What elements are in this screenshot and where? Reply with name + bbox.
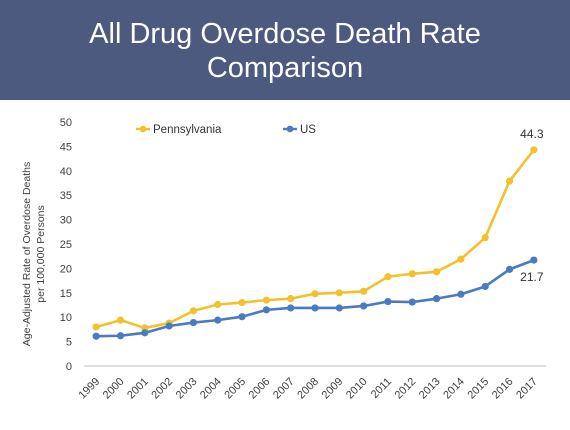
legend-swatch-marker [286, 125, 294, 133]
x-tick-label: 2002 [149, 376, 175, 402]
data-point [165, 322, 173, 330]
x-tick-label: 2015 [466, 376, 492, 402]
y-axis-label: per 100,000 Persons [35, 205, 47, 302]
data-point [311, 304, 319, 312]
data-point [189, 307, 198, 315]
data-point [432, 295, 441, 303]
data-point [384, 297, 392, 306]
data-point [214, 300, 222, 309]
x-tick-label: 2005 [222, 376, 248, 402]
line-chart: 0 5 10 15 20 25 30 35 40 45 50 19992000200120022003… [21, 117, 546, 402]
data-point [335, 289, 343, 297]
data-point [481, 234, 489, 242]
legend-swatch-marker [139, 125, 147, 133]
y-axis-label: Age-Adjusted Rate of Overdose Deaths [21, 162, 33, 346]
data-point [262, 306, 270, 314]
data-point [287, 304, 295, 312]
slide-title-line-2: Comparison [206, 52, 364, 84]
data-point [360, 287, 368, 295]
x-tick-label: 2012 [393, 376, 419, 402]
x-tick-label: 2000 [101, 376, 127, 402]
data-point [530, 256, 538, 264]
data-point [92, 323, 100, 331]
x-tick-label: 2013 [417, 376, 443, 402]
x-tick-label: 2011 [369, 376, 394, 401]
data-point [141, 329, 149, 337]
data-point [116, 332, 125, 340]
x-tick-label: 2008 [295, 376, 321, 402]
data-point [432, 268, 441, 276]
x-tick-label: 2009 [320, 376, 346, 402]
x-tick-label: 2016 [490, 376, 516, 402]
data-point [335, 304, 343, 312]
data-point [116, 316, 125, 324]
x-tick-label: 2001 [125, 376, 151, 402]
x-tick-label: 2003 [174, 376, 200, 402]
y-tick-label: 35 [60, 190, 72, 202]
data-point [214, 316, 222, 324]
data-point [505, 177, 514, 185]
data-point [384, 273, 392, 281]
data-point [360, 302, 368, 310]
y-tick-label: 15 [60, 288, 72, 300]
data-point [481, 282, 489, 291]
x-tick-label: 2004 [198, 376, 224, 402]
slide-title: All Drug Overdose Death Rate Comparison [0, 17, 570, 85]
x-tick-label: 2017 [514, 376, 540, 402]
data-point [457, 290, 465, 298]
data-point [287, 295, 295, 303]
y-tick-label: 10 [60, 312, 72, 324]
x-tick-label: 1999 [76, 376, 102, 402]
series-line-pennsylvania [94, 148, 536, 330]
data-point [505, 265, 514, 273]
y-tick-label: 0 [66, 361, 72, 373]
y-tick-label: 30 [60, 215, 72, 227]
x-tick-label: 2014 [441, 376, 467, 402]
data-point [457, 255, 465, 263]
y-tick-label: 5 [66, 337, 72, 349]
data-point [238, 298, 246, 307]
slide-header [0, 0, 570, 100]
data-label: 44.3 [520, 127, 544, 141]
x-tick-label: 2007 [271, 376, 297, 402]
x-tick-label: 2010 [344, 376, 370, 402]
data-point [311, 290, 319, 298]
data-point [530, 146, 538, 154]
y-tick-label: 20 [60, 263, 72, 275]
legend-label: Pennsylvania [153, 124, 222, 136]
x-tick-label: 2006 [247, 376, 273, 402]
y-tick-label: 25 [60, 239, 72, 251]
data-point [408, 270, 416, 278]
data-point [238, 313, 246, 321]
data-point [408, 298, 416, 306]
slide-title-line-1: All Drug Overdose Death Rate [89, 18, 481, 50]
data-point [92, 332, 100, 340]
legend-label: US [300, 124, 316, 136]
data-point [189, 318, 198, 327]
data-label: 21.7 [520, 270, 544, 284]
y-tick-label: 45 [60, 141, 72, 153]
data-point [262, 296, 270, 304]
y-tick-label: 40 [60, 166, 72, 178]
y-tick-label: 50 [60, 117, 72, 129]
